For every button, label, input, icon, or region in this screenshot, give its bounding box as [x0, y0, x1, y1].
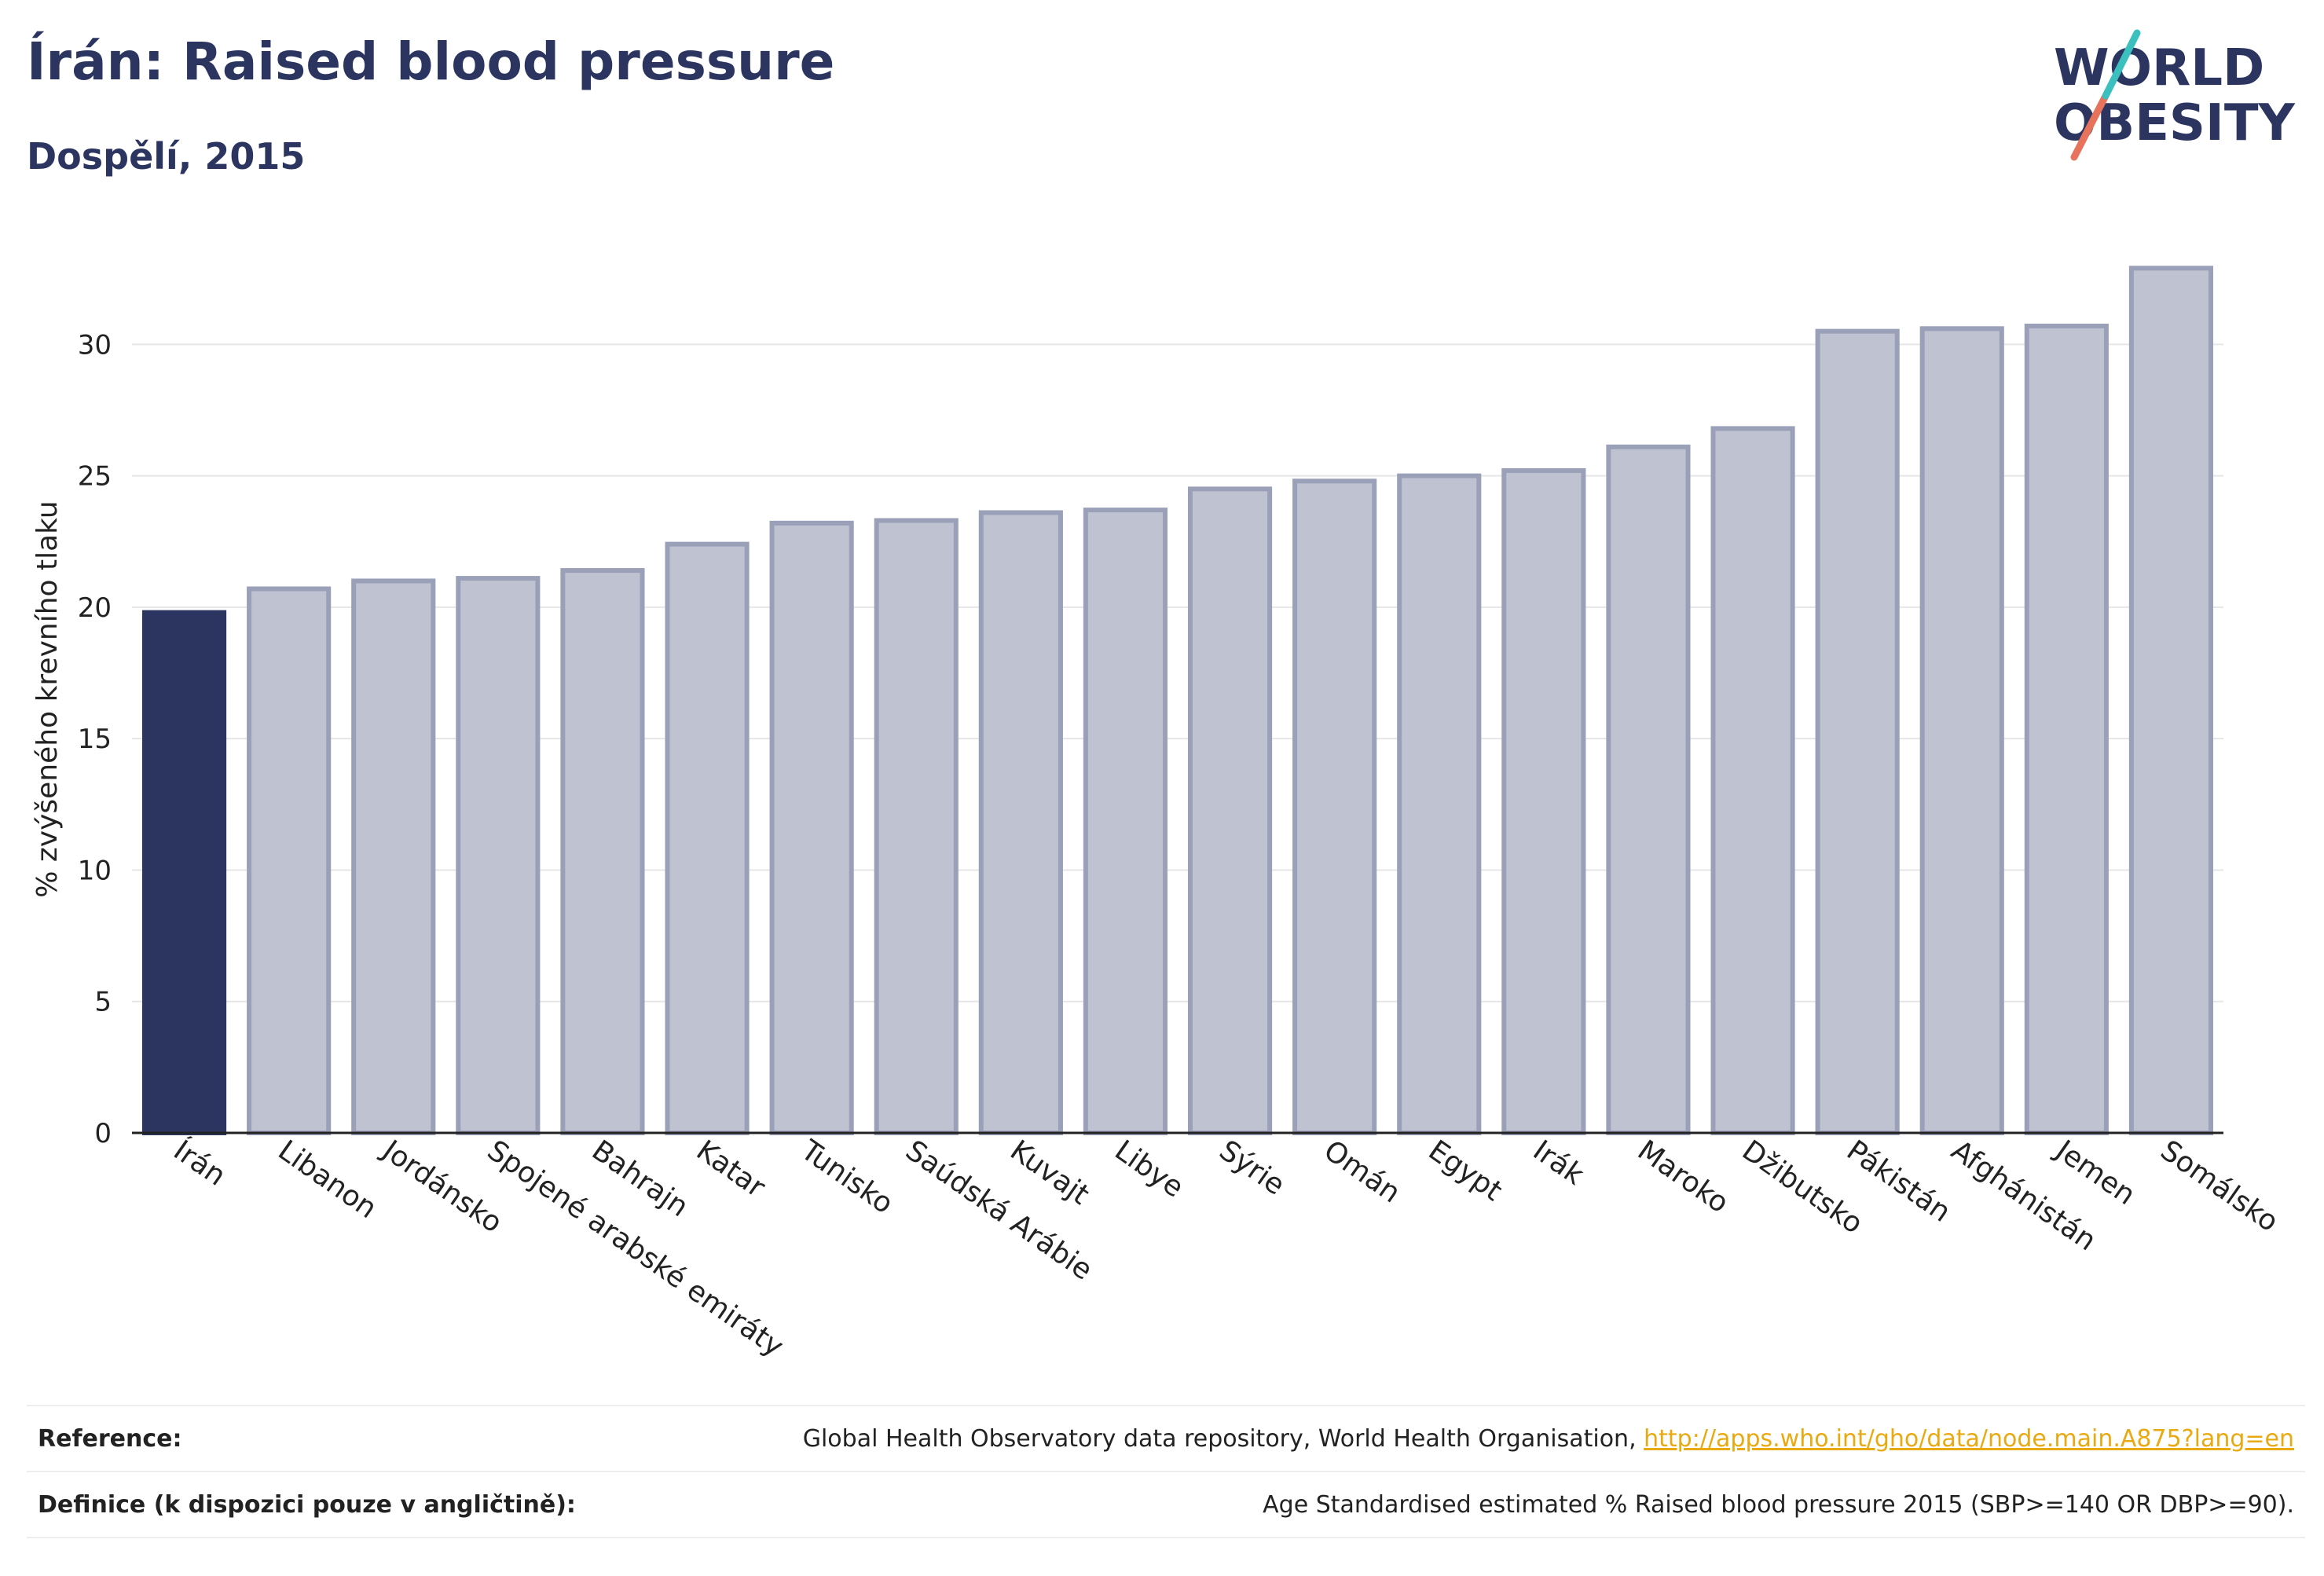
x-tick-label: Kuvajt — [1004, 1134, 1094, 1211]
footer-table: Reference: Global Health Observatory dat… — [27, 1405, 2305, 1538]
x-tick-label: Libye — [1109, 1134, 1189, 1204]
y-tick-label: 30 — [78, 329, 112, 361]
bar — [1710, 426, 1795, 1136]
reference-text: Global Health Observatory data repositor… — [802, 1424, 1644, 1453]
definition-label: Definice (k dispozici pouze v angličtině… — [38, 1490, 576, 1519]
x-tick-label: Somálsko — [2154, 1134, 2284, 1238]
bar — [665, 541, 750, 1136]
reference-value: Global Health Observatory data repositor… — [803, 1425, 2294, 1453]
x-tick-label: Írán — [167, 1134, 232, 1193]
x-tick-label: Egypt — [1423, 1134, 1508, 1208]
bar — [1815, 328, 1900, 1136]
y-axis-title: % zvýšeného krevního tlaku — [31, 500, 64, 897]
bar — [1187, 486, 1273, 1135]
bar — [1606, 444, 1691, 1135]
x-tick-label: Omán — [1318, 1134, 1406, 1210]
bar — [1397, 473, 1482, 1135]
bar — [1501, 467, 1586, 1136]
bar — [1292, 478, 1377, 1135]
bar — [2128, 266, 2214, 1135]
bar — [978, 510, 1063, 1135]
x-tick-label: Saúdská Arábie — [900, 1134, 1098, 1287]
y-tick-label: 25 — [78, 461, 112, 493]
x-tick-label: Libanon — [272, 1134, 382, 1225]
bar-chart: 0 5 10 15 20 25 30 % zvýšeného krevního tlaku Ír… — [31, 266, 2284, 1363]
y-tick-label: 10 — [78, 855, 112, 886]
world-obesity-logo: WORLD OBESITY — [2054, 29, 2295, 161]
bar — [874, 518, 959, 1135]
bar — [247, 586, 332, 1135]
reference-label: Reference: — [38, 1424, 182, 1453]
bar — [560, 568, 645, 1135]
logo-line-1: WORLD — [2054, 39, 2264, 97]
page-title: Írán: Raised blood pressure — [27, 31, 835, 92]
bar — [2024, 323, 2109, 1136]
y-tick-label: 0 — [94, 1118, 112, 1149]
reference-row: Reference: Global Health Observatory dat… — [27, 1405, 2305, 1471]
reference-link[interactable]: http://apps.who.int/gho/data/node.main.A… — [1644, 1424, 2294, 1453]
x-tick-label: Katar — [691, 1134, 771, 1204]
bar — [141, 610, 227, 1135]
x-tick-label: Jordánsko — [376, 1134, 508, 1240]
bar — [456, 576, 541, 1136]
bar — [769, 520, 854, 1135]
y-tick-label: 15 — [78, 724, 112, 755]
x-tick-label: Irák — [1527, 1134, 1590, 1192]
x-tick-label: Jemen — [2049, 1134, 2142, 1211]
page-subtitle: Dospělí, 2015 — [27, 135, 306, 178]
x-tick-label: Tunisko — [794, 1134, 899, 1220]
definition-row: Definice (k dispozici pouze v angličtině… — [27, 1471, 2305, 1538]
x-tick-label: Sýrie — [1213, 1134, 1290, 1202]
bar — [1919, 326, 2004, 1136]
definition-text: Age Standardised estimated % Raised bloo… — [1263, 1490, 2294, 1519]
x-tick-label: Maroko — [1632, 1134, 1735, 1220]
bar — [351, 578, 436, 1136]
y-tick-label: 5 — [94, 987, 112, 1018]
bar — [1083, 508, 1168, 1135]
y-tick-label: 20 — [78, 592, 112, 624]
